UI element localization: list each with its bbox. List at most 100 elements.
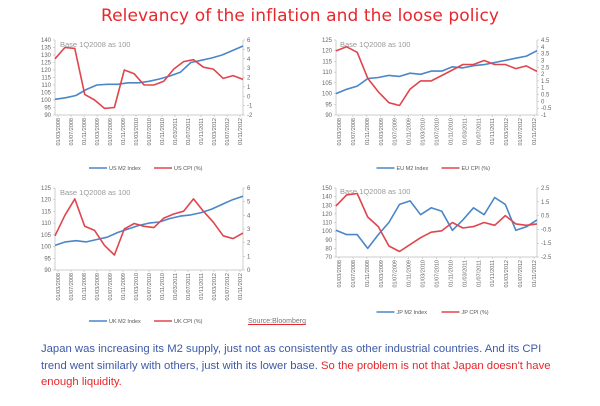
m2-index-line bbox=[335, 49, 538, 95]
x-tick-label: 01/07/2011 bbox=[186, 118, 192, 145]
cpi-line bbox=[335, 192, 538, 253]
legend-label: JP M2 Index bbox=[397, 310, 428, 316]
right-tick-label: 3 bbox=[247, 227, 251, 233]
x-tick-label: 01/11/2011 bbox=[199, 118, 205, 145]
base-annotation: Base 1Q2008 as 100 bbox=[340, 40, 410, 49]
right-tick-label: 2.5 bbox=[541, 65, 550, 71]
x-tick-label: 01/11/2008 bbox=[365, 118, 371, 145]
base-annotation: Base 1Q2008 as 100 bbox=[60, 40, 130, 49]
m2-index-line bbox=[335, 196, 538, 250]
left-tick-label: 90 bbox=[325, 113, 332, 119]
x-tick-label: 01/07/2008 bbox=[69, 273, 75, 301]
left-tick-label: 120 bbox=[322, 49, 333, 55]
right-tick-label: 1 bbox=[247, 254, 251, 260]
x-tick-label: 01/07/2008 bbox=[351, 118, 357, 146]
left-tick-label: 115 bbox=[322, 59, 332, 65]
left-tick-label: 135 bbox=[41, 46, 52, 52]
right-tick-label: 5 bbox=[247, 200, 251, 206]
x-tick-label: 01/03/2012 bbox=[504, 260, 510, 288]
left-tick-label: 100 bbox=[322, 92, 333, 98]
x-tick-label: 01/07/2009 bbox=[393, 118, 399, 146]
right-tick-label: 0.5 bbox=[541, 214, 550, 220]
left-tick-label: 115 bbox=[41, 209, 51, 215]
x-tick-label: 01/07/2009 bbox=[393, 260, 399, 288]
x-tick-label: 01/07/2012 bbox=[518, 118, 524, 146]
left-tick-label: 120 bbox=[41, 198, 52, 204]
left-tick-label: 100 bbox=[322, 229, 333, 235]
right-tick-label: -1 bbox=[247, 104, 253, 110]
x-tick-label: 01/03/2009 bbox=[379, 118, 385, 146]
left-tick-label: 90 bbox=[44, 268, 51, 274]
chart-uk: 90 95 100 105 110 115 120 125 0 1 2 3 4 5 6 01/03/2008 0… bbox=[41, 186, 251, 325]
left-tick-label: 110 bbox=[41, 83, 51, 89]
left-tick-label: 125 bbox=[322, 38, 333, 44]
right-tick-label: 5 bbox=[247, 47, 251, 53]
m2-index-line bbox=[54, 195, 244, 247]
x-tick-label: 01/07/2009 bbox=[108, 118, 114, 146]
left-tick-label: 110 bbox=[322, 221, 332, 227]
right-tick-label: -1 bbox=[541, 113, 547, 119]
legend-label: EU CPI (%) bbox=[462, 166, 491, 172]
x-tick-label: 01/03/2010 bbox=[421, 118, 427, 146]
left-tick-label: 90 bbox=[325, 238, 332, 244]
left-tick-label: 130 bbox=[41, 53, 52, 59]
x-tick-label: 01/07/2010 bbox=[435, 118, 441, 146]
x-tick-label: 01/07/2012 bbox=[518, 260, 524, 288]
source-link[interactable]: Source:Bloomberg bbox=[248, 318, 306, 325]
left-tick-label: 95 bbox=[44, 106, 51, 112]
x-tick-label: 01/03/2011 bbox=[462, 118, 468, 145]
x-tick-label: 01/07/2008 bbox=[69, 118, 75, 146]
x-tick-label: 01/03/2009 bbox=[95, 273, 101, 301]
x-tick-label: 01/11/2008 bbox=[365, 260, 371, 287]
x-tick-label: 01/07/2008 bbox=[351, 260, 357, 288]
right-tick-label: 0 bbox=[247, 268, 251, 274]
x-tick-label: 01/07/2011 bbox=[476, 260, 482, 287]
x-tick-label: 01/11/2010 bbox=[448, 118, 454, 145]
right-tick-label: 3 bbox=[247, 66, 251, 72]
left-tick-label: 130 bbox=[322, 203, 333, 209]
legend-label: UK CPI (%) bbox=[174, 319, 203, 325]
right-tick-label: 1.5 bbox=[541, 200, 550, 206]
right-tick-label: -2.5 bbox=[541, 255, 552, 261]
x-tick-label: 01/11/2012 bbox=[532, 260, 538, 287]
left-tick-label: 105 bbox=[322, 81, 333, 87]
legend-label: EU M2 Index bbox=[397, 166, 429, 172]
right-tick-label: 0 bbox=[247, 94, 251, 100]
left-tick-label: 70 bbox=[325, 255, 332, 261]
cpi-line bbox=[335, 45, 538, 107]
x-tick-label: 01/03/2012 bbox=[212, 273, 218, 301]
legend-label: US CPI (%) bbox=[174, 166, 203, 172]
x-tick-label: 01/03/2009 bbox=[95, 118, 101, 146]
right-tick-label: 4 bbox=[541, 45, 545, 51]
x-tick-label: 01/07/2011 bbox=[186, 273, 192, 300]
x-tick-label: 01/07/2010 bbox=[147, 118, 153, 146]
x-tick-label: 01/11/2010 bbox=[448, 260, 454, 287]
left-tick-label: 100 bbox=[41, 245, 52, 251]
left-tick-label: 150 bbox=[322, 186, 333, 192]
left-tick-label: 95 bbox=[325, 102, 332, 108]
left-tick-label: 105 bbox=[41, 91, 52, 97]
x-tick-label: 01/11/2011 bbox=[490, 118, 496, 145]
x-tick-label: 01/03/2008 bbox=[337, 118, 343, 146]
left-tick-label: 80 bbox=[325, 246, 332, 252]
x-tick-label: 01/07/2011 bbox=[476, 118, 482, 145]
x-tick-label: 01/07/2012 bbox=[225, 118, 231, 146]
x-tick-label: 01/11/2008 bbox=[82, 118, 88, 145]
x-tick-label: 01/03/2012 bbox=[504, 118, 510, 146]
right-tick-label: 1.5 bbox=[541, 79, 550, 85]
chart-jp: 70 80 90 100 110 120 130 140 150 -2.5 -1.5 -0.5 0.5 1… bbox=[322, 186, 552, 316]
x-tick-label: 01/03/2011 bbox=[173, 118, 179, 145]
right-tick-label: -1.5 bbox=[541, 241, 552, 247]
left-tick-label: 120 bbox=[322, 212, 333, 218]
right-tick-label: 3.5 bbox=[541, 52, 550, 58]
summary-text: Japan was increasing its M2 supply, just… bbox=[41, 343, 542, 372]
right-tick-label: -2 bbox=[247, 113, 253, 119]
x-tick-label: 01/03/2009 bbox=[379, 260, 385, 288]
right-tick-label: 2 bbox=[247, 241, 251, 247]
base-annotation: Base 1Q2008 as 100 bbox=[60, 188, 130, 197]
right-tick-label: 4 bbox=[247, 57, 251, 63]
left-tick-label: 110 bbox=[322, 70, 332, 76]
x-tick-label: 01/03/2008 bbox=[56, 118, 62, 146]
x-tick-label: 01/11/2011 bbox=[199, 273, 205, 300]
